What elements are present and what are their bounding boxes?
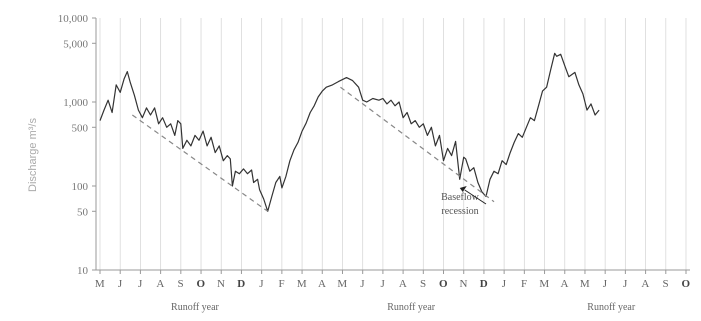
x-tick-label: O [681,278,690,290]
annotation-arrow-head [459,186,467,192]
x-tick-label: J [118,278,123,290]
x-tick-label: A [318,278,326,290]
baseflow-recession-line [340,86,495,203]
x-tick-label: M [580,278,590,290]
x-tick-label: S [178,278,185,290]
runoff-year-label: Runoff year [387,302,436,313]
x-tick-label: M [95,278,105,290]
x-tick-label: A [641,278,649,290]
baseflow-recession-line [131,114,269,212]
x-tick-label: F [521,278,528,290]
annotation-group: Baseflow recession [441,186,487,217]
y-tick-label: 10 [77,265,89,277]
x-tick-label: N [459,278,467,290]
y-tick-label: 100 [72,181,89,193]
x-tick-label: J [138,278,143,290]
y-tick-labels: 10 50 100 500 1,000 5,000 10,000 [58,13,89,277]
x-tick-label: J [360,278,365,290]
annotation-text-line1: Baseflow [441,192,480,203]
runoff-year-label: Runoff year [587,302,636,313]
y-tick-label: 10,000 [58,13,89,25]
x-tick-label: A [156,278,164,290]
x-tick-label: J [502,278,507,290]
grid-lines [99,18,687,270]
y-tick-label: 50 [77,206,89,218]
x-tick-label: O [439,278,448,290]
x-tick-label: M [539,278,549,290]
axes [92,17,690,274]
y-tick-label: 1,000 [63,97,88,109]
x-tick-label: S [420,278,427,290]
x-tick-label: J [623,278,628,290]
y-axis-label: Discharge m³/s [27,118,39,192]
x-tick-label: O [197,278,206,290]
annotation-text-line2: recession [441,206,478,217]
annotation-arrow-line [464,189,487,205]
x-tick-label: S [662,278,669,290]
x-tick-label: J [259,278,264,290]
x-tick-label: D [480,278,488,290]
x-tick-label: M [337,278,347,290]
series-group [99,52,600,212]
runoff-year-label: Runoff year [171,302,220,313]
x-tick-label: A [399,278,407,290]
y-tick-label: 5,000 [63,38,88,50]
x-tick-label: N [217,278,225,290]
x-tick-label: F [279,278,286,290]
x-tick-label: D [237,278,245,290]
discharge-series-line [99,52,600,212]
x-tick-label: M [297,278,307,290]
runoff-year-labels: Runoff year Runoff year Runoff year [171,302,636,313]
x-tick-label: A [561,278,569,290]
x-tick-label: J [603,278,608,290]
x-tick-label: J [381,278,386,290]
y-tick-label: 500 [72,122,89,134]
